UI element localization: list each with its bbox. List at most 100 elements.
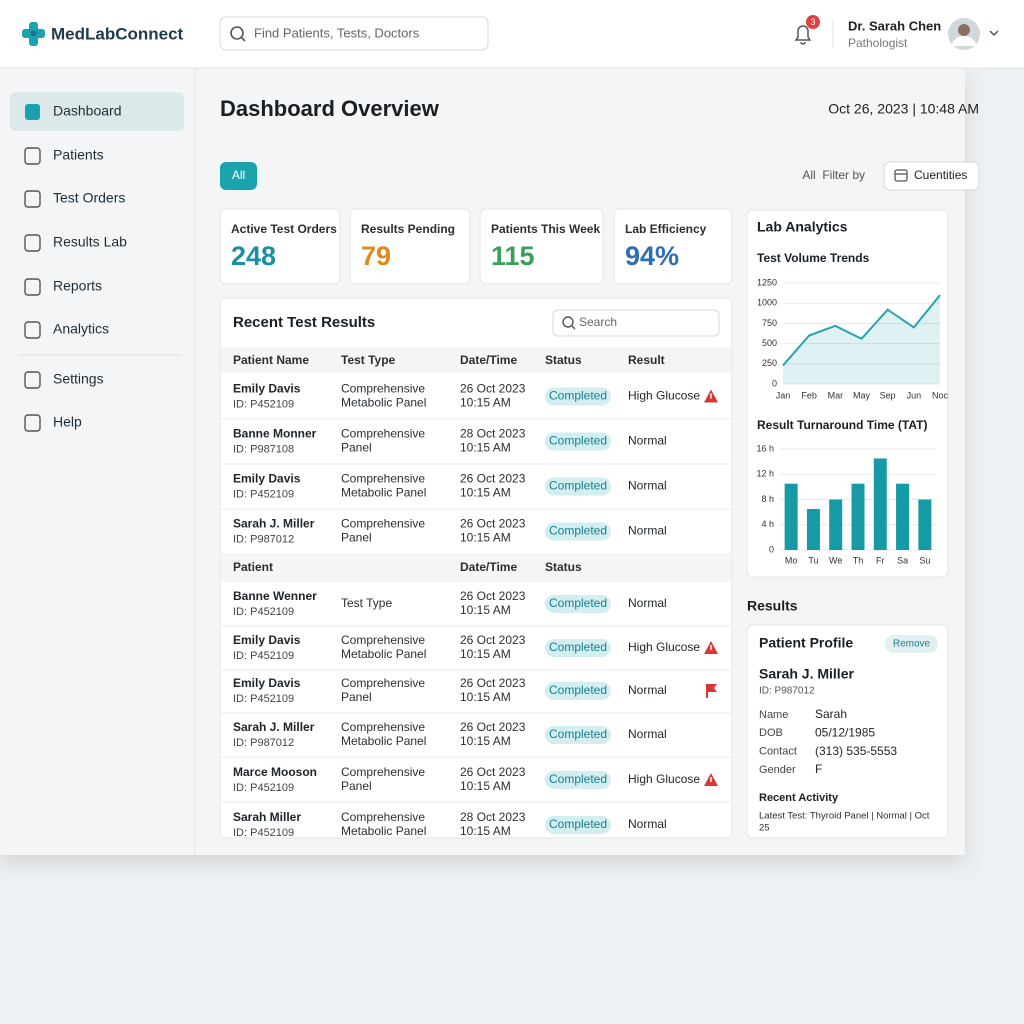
- y-tick-label: 500: [762, 338, 777, 348]
- time: 10:15 AM: [460, 531, 511, 545]
- patient-name: Sarah Miller: [233, 810, 301, 824]
- result: Normal: [628, 817, 667, 831]
- field-value: F: [815, 762, 822, 776]
- result: High Glucose: [628, 389, 700, 403]
- date: 28 Oct 2023: [460, 427, 526, 441]
- filter-button[interactable]: [883, 161, 980, 191]
- filter-button-label: Cuentities: [914, 168, 967, 182]
- time: 10:15 AM: [460, 734, 511, 748]
- patient-name: Emily Davis: [233, 382, 301, 396]
- y-tick-label: 250: [762, 358, 777, 368]
- field-value: (313) 535-5553: [815, 744, 897, 758]
- test-type: Comprehensive: [341, 427, 425, 441]
- kpi-value: 94%: [625, 241, 679, 271]
- result: High Glucose: [628, 772, 700, 786]
- status-badge: [545, 595, 611, 613]
- x-tick-label: We: [829, 555, 842, 565]
- datetime: Oct 26, 2023 | 10:48 AM: [828, 101, 979, 117]
- patient-name: Sarah J. Miller: [233, 517, 315, 531]
- table: Patient Name Test Type Date/Time Status Resu…: [221, 347, 731, 838]
- filter-all[interactable]: [220, 162, 257, 190]
- status-badge: [545, 477, 611, 496]
- nav-icon: [24, 147, 41, 165]
- search-box[interactable]: [219, 16, 489, 51]
- nav-item[interactable]: Patients: [53, 147, 104, 163]
- status-badge: [545, 432, 611, 451]
- status-badge: [545, 816, 611, 834]
- nav-icon: [24, 234, 41, 252]
- test-type: Test Type: [341, 596, 392, 610]
- notification-count: 3: [810, 17, 815, 27]
- column-header: Status: [545, 353, 582, 367]
- status-label: Completed: [549, 683, 607, 697]
- kpi-label: Active Test Orders: [231, 222, 337, 236]
- nav-item[interactable]: Help: [53, 414, 82, 430]
- table-search[interactable]: [552, 309, 720, 337]
- status-label: Completed: [549, 524, 607, 538]
- test-type: Comprehensive: [341, 765, 425, 779]
- time: 10:15 AM: [460, 824, 511, 838]
- nav-item[interactable]: Test Orders: [53, 190, 125, 206]
- bar: [896, 483, 910, 550]
- chart-title: Test Volume Trends: [757, 251, 870, 265]
- x-tick-label: Jun: [907, 390, 922, 400]
- search-icon: [230, 26, 246, 42]
- result: Normal: [628, 479, 667, 493]
- patient-id: ID: P452109: [233, 782, 294, 794]
- test-type: Metabolic Panel: [341, 824, 426, 838]
- nav-item[interactable]: Analytics: [53, 321, 109, 337]
- test-type: Panel: [341, 531, 372, 545]
- status-label: Completed: [549, 596, 607, 610]
- nav-icon: [24, 190, 41, 208]
- test-type: Metabolic Panel: [341, 396, 426, 410]
- table-search-placeholder: Search: [579, 315, 617, 329]
- test-type: Comprehensive: [341, 382, 425, 396]
- status-badge: [545, 682, 611, 700]
- x-tick-label: Mar: [828, 390, 844, 400]
- date: 26 Oct 2023: [460, 720, 526, 734]
- nav-item[interactable]: Settings: [53, 371, 104, 387]
- y-tick-label: 0: [769, 544, 774, 554]
- bell-icon[interactable]: [794, 25, 812, 45]
- patient-id: ID: P987012: [233, 737, 294, 749]
- test-type: Comprehensive: [341, 810, 425, 824]
- patient-name: Sarah J. Miller: [233, 720, 315, 734]
- kpi-label: Lab Efficiency: [625, 222, 707, 236]
- test-type: Metabolic Panel: [341, 647, 426, 661]
- table-subheader: [221, 554, 731, 582]
- patient-id: ID: P987108: [233, 443, 294, 455]
- column-header: Date/Time: [460, 353, 517, 367]
- subheader: Date/Time: [460, 560, 517, 574]
- status-label: Completed: [549, 389, 607, 403]
- column-header: Test Type: [341, 353, 396, 367]
- time: 10:15 AM: [460, 779, 511, 793]
- result: Normal: [628, 727, 667, 741]
- nav-icon: [24, 371, 41, 389]
- chevron[interactable]: [989, 30, 999, 37]
- remove-label: Remove: [893, 639, 931, 650]
- nav-item[interactable]: Reports: [53, 278, 102, 294]
- nav-item[interactable]: Results Lab: [53, 234, 127, 250]
- kpi-card: [479, 208, 604, 285]
- patient-name: Banne Monner: [233, 427, 317, 441]
- status-badge: [545, 522, 611, 541]
- test-type: Panel: [341, 690, 372, 704]
- results-heading: Results: [747, 598, 798, 614]
- calendar-icon: [894, 169, 908, 182]
- time: 10:15 AM: [460, 441, 511, 455]
- avatar[interactable]: [948, 18, 980, 50]
- nav-icon: [25, 104, 40, 120]
- y-tick-label: 12 h: [756, 469, 774, 479]
- bar: [806, 508, 820, 550]
- status-label: Completed: [549, 727, 607, 741]
- date: 26 Oct 2023: [460, 472, 526, 486]
- x-tick-label: Sa: [897, 555, 908, 565]
- y-tick-label: 8 h: [761, 494, 774, 504]
- remove-badge[interactable]: [885, 635, 938, 653]
- nav-item[interactable]: Dashboard: [53, 103, 122, 119]
- result: Normal: [628, 524, 667, 538]
- filter-all-label: All: [232, 168, 245, 182]
- activity-text: 25: [759, 823, 770, 834]
- x-tick-label: Mo: [785, 555, 798, 565]
- test-type: Metabolic Panel: [341, 734, 426, 748]
